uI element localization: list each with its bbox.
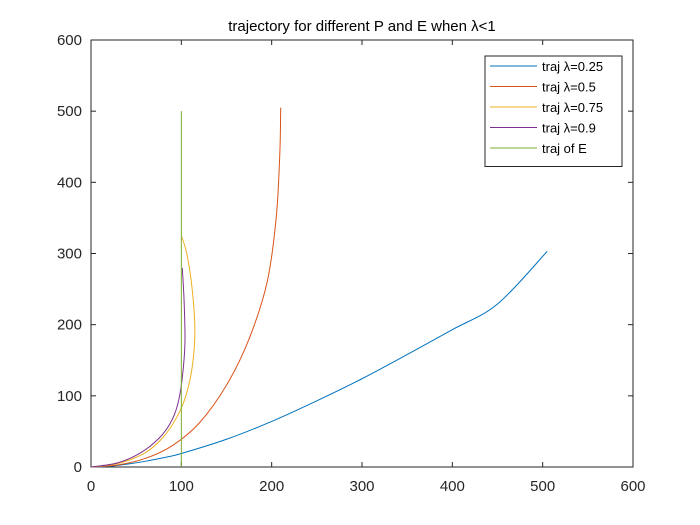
- legend-label-4: traj λ=0.9: [542, 121, 596, 136]
- series-layer: [90, 107, 548, 468]
- chart-title: trajectory for different P and E when λ<…: [228, 18, 496, 35]
- x-tick-label: 400: [440, 478, 465, 495]
- x-axis-ticks: 0 100 200 300 400 500 600: [87, 40, 646, 495]
- y-axis-ticks: 0 100 200 300 400 500 600: [57, 32, 633, 476]
- legend-label-2: traj λ=0.5: [542, 80, 596, 95]
- legend-label-3: traj λ=0.75: [542, 100, 603, 115]
- series-line-4: [90, 267, 186, 468]
- x-tick-label: 100: [169, 478, 194, 495]
- y-tick-label: 500: [57, 103, 82, 120]
- legend-label-5: traj of E: [542, 141, 587, 156]
- y-tick-label: 600: [57, 32, 82, 49]
- y-tick-label: 0: [74, 459, 82, 476]
- legend: traj λ=0.25 traj λ=0.5 traj λ=0.75 traj λ=0…: [484, 55, 623, 167]
- x-tick-label: 0: [87, 478, 95, 495]
- y-tick-label: 300: [57, 246, 82, 263]
- series-line-3: [90, 235, 196, 468]
- x-tick-label: 200: [259, 478, 284, 495]
- y-tick-label: 400: [57, 174, 82, 191]
- series-line-2: [90, 107, 282, 468]
- x-tick-label: 300: [349, 478, 374, 495]
- y-tick-label: 100: [57, 388, 82, 405]
- x-tick-label: 500: [530, 478, 555, 495]
- x-tick-label: 600: [620, 478, 645, 495]
- series-line-1: [90, 251, 548, 468]
- y-tick-label: 200: [57, 317, 82, 334]
- legend-label-1: traj λ=0.25: [542, 59, 603, 74]
